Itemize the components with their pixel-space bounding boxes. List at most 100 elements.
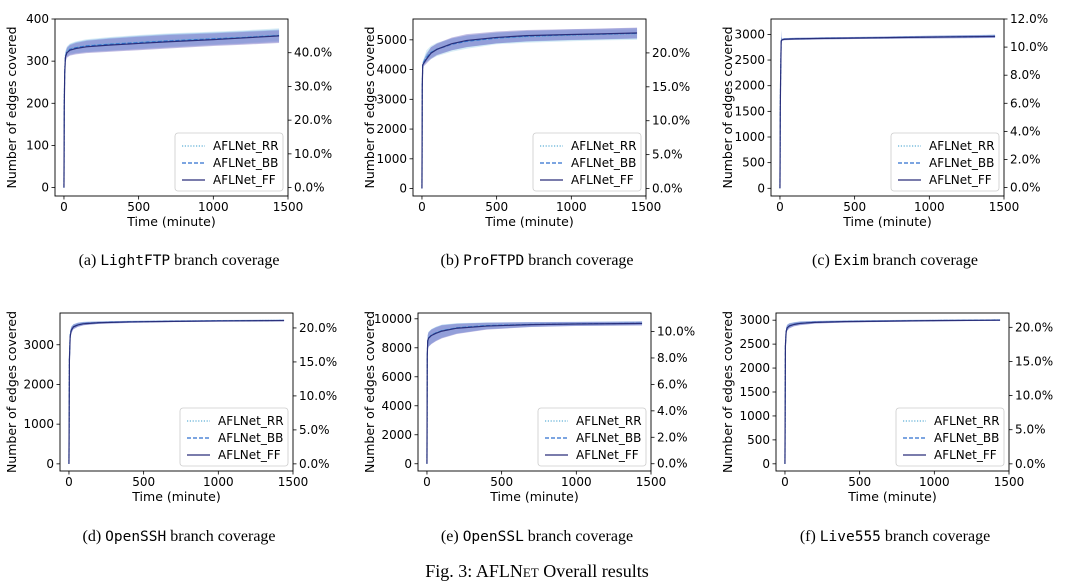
caption-suffix: branch coverage: [884, 528, 991, 545]
y2-tick-label: 10.0%: [294, 147, 332, 161]
y2-tick-label: 30.0%: [294, 79, 332, 93]
caption-letter: (f): [799, 528, 816, 545]
y-tick-label: 3000: [734, 27, 765, 41]
figure-caption-suffix: Overall results: [543, 561, 649, 581]
caption-program: Live555: [819, 529, 881, 545]
plot-frame: [417, 312, 652, 472]
legend-box: [537, 407, 647, 467]
y2-tick-label: 15.0%: [652, 80, 690, 94]
y-tick-label: 1000: [376, 152, 407, 166]
band-aflnet-rr: [63, 28, 280, 188]
y-tick-label: 500: [747, 433, 770, 447]
panel-b: 0 500 1000 1500 0 1000 2000 3000 4000 5000 0.0% 5.0…: [358, 0, 716, 280]
caption-letter: (d): [82, 528, 102, 545]
plot-frame: [54, 18, 289, 197]
y2-tick-label: 0.0%: [1010, 181, 1041, 195]
figure-caption-tool-tail: et: [522, 561, 539, 581]
legend-box: [532, 132, 642, 192]
y-tick-label: 1000: [23, 417, 54, 431]
band-aflnet-ff: [421, 27, 638, 189]
legend-label-aflnet-rr: AFLNet_RR: [929, 139, 995, 153]
y-tick-label: 0: [41, 181, 49, 195]
y-tick-label: 1500: [734, 104, 765, 118]
panel-e: 0 500 1000 1500 0 2000 4000 6000 8000 10000 0.0% 2.…: [358, 283, 716, 563]
y2-tick-label: 0.0%: [657, 457, 688, 471]
caption-suffix: branch coverage: [174, 252, 280, 269]
x-tick-label: 1000: [203, 475, 234, 489]
x-axis-label: Time (minute): [484, 214, 573, 229]
y-tick-label: 4000: [381, 399, 412, 413]
y-axis-label: Number of edges covered: [362, 311, 377, 473]
x-tick-label: 500: [485, 200, 508, 214]
y2-tick-label: 20.0%: [1015, 320, 1053, 334]
caption-d: (d) OpenSSH branch coverage: [0, 528, 358, 546]
y-tick-label: 3000: [376, 92, 407, 106]
x-tick-label: 1500: [989, 200, 1020, 214]
y2-tick-label: 6.0%: [657, 377, 688, 391]
caption-letter: (e): [440, 528, 459, 545]
y-tick-label: 3000: [23, 338, 54, 352]
y2-tick-label: 20.0%: [652, 46, 690, 60]
y2-tick-label: 2.0%: [657, 430, 688, 444]
x-tick-label: 1000: [198, 200, 229, 214]
series-line-aflnet-ff: [421, 32, 638, 189]
y-tick-label: 400: [26, 12, 49, 26]
x-tick-label: 0: [60, 200, 68, 214]
x-tick-label: 1000: [919, 475, 950, 489]
caption-a: (a) LightFTP branch coverage: [0, 252, 358, 270]
x-tick-label: 1000: [914, 200, 945, 214]
y-tick-label: 3000: [739, 313, 770, 327]
x-tick-label: 500: [848, 475, 871, 489]
y2-tick-label: 8.0%: [657, 351, 688, 365]
y-tick-label: 10000: [374, 312, 412, 326]
panel-c: 0 500 1000 1500 0 500 1000 1500 2000 2500 3000 0.0%…: [716, 0, 1074, 280]
x-tick-label: 500: [843, 200, 866, 214]
caption-program: OpenSSH: [105, 529, 167, 545]
chart-e: 0 500 1000 1500 0 2000 4000 6000 8000 10000 0.0% 2.…: [362, 311, 695, 504]
y2-tick-label: 6.0%: [1010, 96, 1041, 110]
x-axis-label: Time (minute): [842, 214, 931, 229]
y2-tick-label: 4.0%: [657, 404, 688, 418]
caption-program: LightFTP: [100, 253, 171, 269]
x-tick-label: 1000: [556, 200, 587, 214]
x-tick-label: 1500: [994, 475, 1025, 489]
caption-suffix: branch coverage: [527, 528, 634, 545]
y2-tick-label: 15.0%: [299, 355, 337, 369]
x-tick-label: 0: [781, 475, 789, 489]
y2-tick-label: 12.0%: [1010, 12, 1048, 26]
y-tick-label: 2000: [381, 428, 412, 442]
legend-label-aflnet-bb: AFLNet_BB: [576, 431, 641, 445]
legend-label-aflnet-bb: AFLNet_BB: [213, 156, 278, 170]
series-line-aflnet-ff: [63, 35, 280, 188]
x-tick-label: 500: [127, 200, 150, 214]
y2-tick-label: 4.0%: [1010, 124, 1041, 138]
legend-box: [890, 132, 1000, 192]
band-aflnet-bb: [421, 27, 638, 189]
y2-tick-label: 10.0%: [1015, 389, 1053, 403]
plot-frame: [770, 18, 1005, 197]
legend-box: [179, 407, 289, 467]
legend-label-aflnet-bb: AFLNet_BB: [934, 431, 999, 445]
caption-program: ProFTPD: [463, 253, 525, 269]
caption-letter: (c): [812, 252, 830, 269]
legend-label-aflnet-ff: AFLNet_FF: [929, 173, 992, 187]
caption-b: (b) ProFTPD branch coverage: [358, 252, 716, 270]
series-line-aflnet-ff: [779, 35, 996, 189]
chart-f: 0 500 1000 1500 0 500 1000 1500 2000 2500 3000 0.0%…: [720, 311, 1053, 504]
x-tick-label: 500: [132, 475, 155, 489]
y-tick-label: 2500: [739, 337, 770, 351]
y-tick-label: 2000: [376, 122, 407, 136]
caption-c: (c) Exim branch coverage: [716, 252, 1074, 270]
x-tick-label: 1500: [636, 475, 667, 489]
x-tick-label: 0: [776, 200, 784, 214]
y2-tick-label: 20.0%: [294, 113, 332, 127]
x-tick-label: 0: [423, 475, 431, 489]
y-tick-label: 0: [762, 457, 770, 471]
y-tick-label: 100: [26, 138, 49, 152]
caption-letter: (a): [78, 252, 97, 269]
caption-suffix: branch coverage: [872, 252, 978, 269]
legend-label-aflnet-rr: AFLNet_RR: [213, 139, 279, 153]
legend-label-aflnet-rr: AFLNet_RR: [934, 414, 1000, 428]
legend-label-aflnet-ff: AFLNet_FF: [934, 448, 997, 462]
y2-tick-label: 10.0%: [299, 389, 337, 403]
